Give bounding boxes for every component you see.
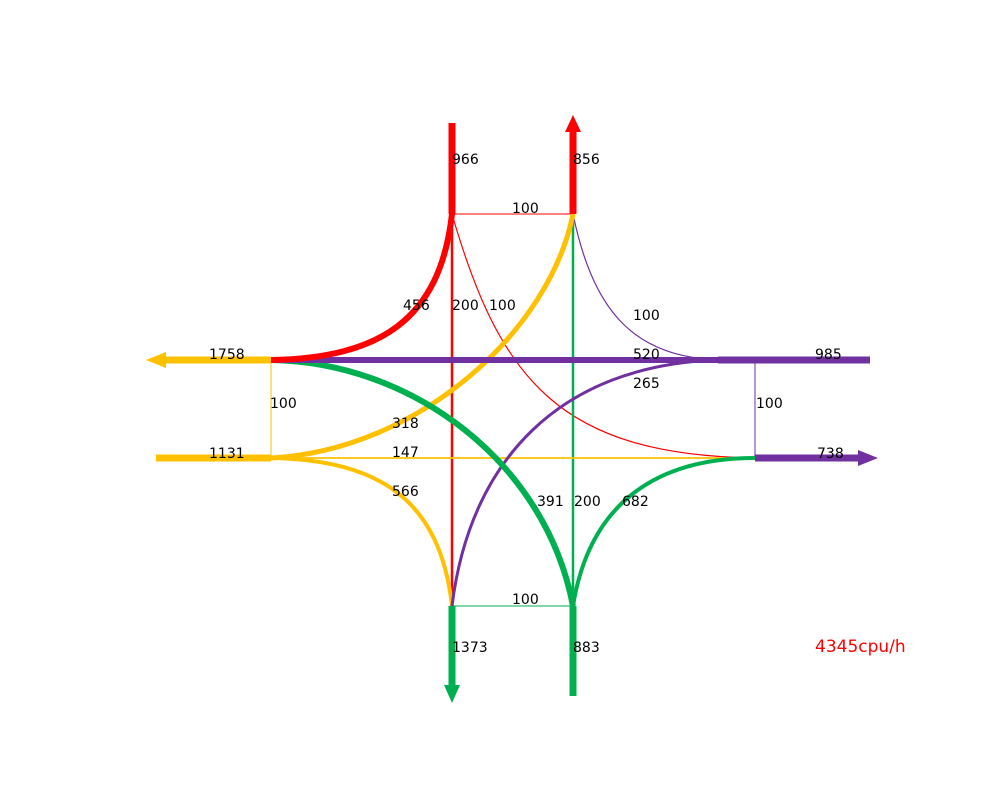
east-left-volume: 520 [633, 347, 660, 363]
south-to-east-flow [571, 456, 756, 607]
east-inbound-volume: 985 [815, 347, 842, 363]
west-to-north-flow [270, 213, 576, 461]
west-outbound-arrow-icon [146, 352, 166, 368]
south-to-west-flow [270, 357, 576, 607]
east-right-volume: 100 [633, 308, 660, 324]
south-inbound-volume: 883 [573, 640, 600, 656]
west-uturn-volume: 100 [270, 396, 297, 412]
west-through-volume: 147 [392, 445, 419, 461]
west-to-south-flow [270, 456, 454, 607]
east-outbound-volume: 738 [817, 446, 844, 462]
north-right-volume: 100 [489, 298, 516, 314]
north-to-west-flow [270, 213, 455, 363]
south-right-volume: 391 [537, 494, 564, 510]
south-uturn-volume: 100 [512, 592, 539, 608]
north-uturn-volume: 100 [512, 201, 539, 217]
north-outbound-volume: 856 [573, 152, 600, 168]
east-to-north-flow [572, 213, 719, 361]
total-volume: 4345cpu/h [815, 637, 906, 657]
south-through-volume: 200 [574, 494, 601, 510]
east-uturn-volume: 100 [756, 396, 783, 412]
west-right-volume: 318 [392, 416, 419, 432]
west-outbound-volume: 1758 [209, 347, 245, 363]
east-outbound-arrow-icon [858, 450, 878, 466]
north-inbound-volume: 966 [452, 152, 479, 168]
east-through-volume: 265 [633, 376, 660, 392]
south-left-volume: 682 [622, 494, 649, 510]
north-outbound-arrow-icon [565, 115, 581, 132]
north-to-east-flow [451, 213, 756, 459]
north-through-volume: 200 [452, 298, 479, 314]
east-to-south-flow [450, 358, 719, 607]
north-left-volume: 456 [403, 298, 430, 314]
west-left-volume: 566 [392, 484, 419, 500]
south-outbound-arrow-icon [444, 685, 460, 703]
west-inbound-volume: 1131 [209, 446, 245, 462]
south-outbound-volume: 1373 [452, 640, 488, 656]
